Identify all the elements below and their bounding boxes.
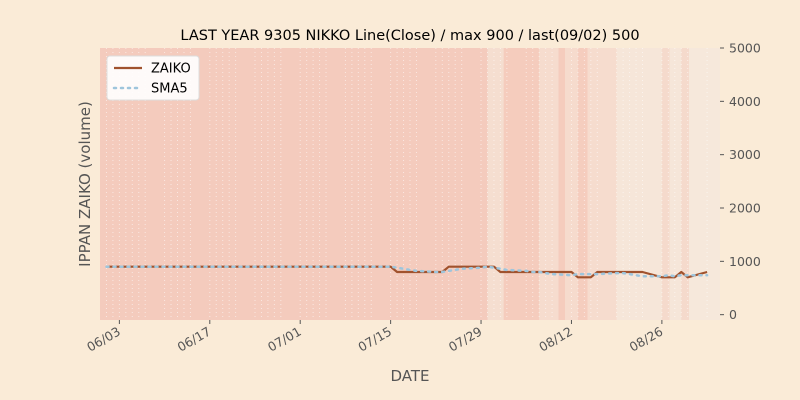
legend: ZAIKO SMA5	[106, 55, 200, 101]
series-lines	[105, 265, 709, 279]
y-tick-label: 5000	[729, 41, 761, 56]
background-band	[587, 48, 617, 320]
legend-label-zaiko: ZAIKO	[151, 62, 191, 77]
x-tick-label: 07/15	[355, 324, 394, 355]
grid-lines	[105, 48, 708, 320]
background-band	[539, 48, 559, 320]
x-tick-label: 06/17	[175, 324, 214, 355]
x-tick-label: 08/26	[627, 324, 666, 355]
background-band	[681, 48, 689, 320]
background-band	[669, 48, 682, 320]
background-band	[577, 48, 588, 320]
y-tick-label: 2000	[729, 201, 761, 216]
x-tick-label: 07/01	[265, 324, 304, 355]
x-axis-label: DATE	[390, 367, 429, 385]
x-tick-label: 06/03	[84, 324, 123, 355]
y-tick-label: 0	[729, 307, 737, 322]
legend-label-sma5: SMA5	[151, 82, 188, 97]
x-tick-label: 08/12	[536, 324, 575, 355]
series-line-sma5	[105, 265, 709, 278]
chart-title: LAST YEAR 9305 NIKKO Line(Close) / max 9…	[180, 28, 639, 44]
y-tick-label: 1000	[729, 254, 761, 269]
background-band	[503, 48, 540, 320]
x-tick-label: 07/29	[446, 324, 485, 355]
background-band	[487, 48, 504, 320]
background-band	[689, 48, 720, 320]
y-axis-label: IPPAN ZAIKO (volume)	[76, 101, 94, 267]
background-band	[661, 48, 670, 320]
background-band	[558, 48, 565, 320]
y-tick-label: 3000	[729, 147, 761, 162]
y-tick-label: 4000	[729, 94, 761, 109]
